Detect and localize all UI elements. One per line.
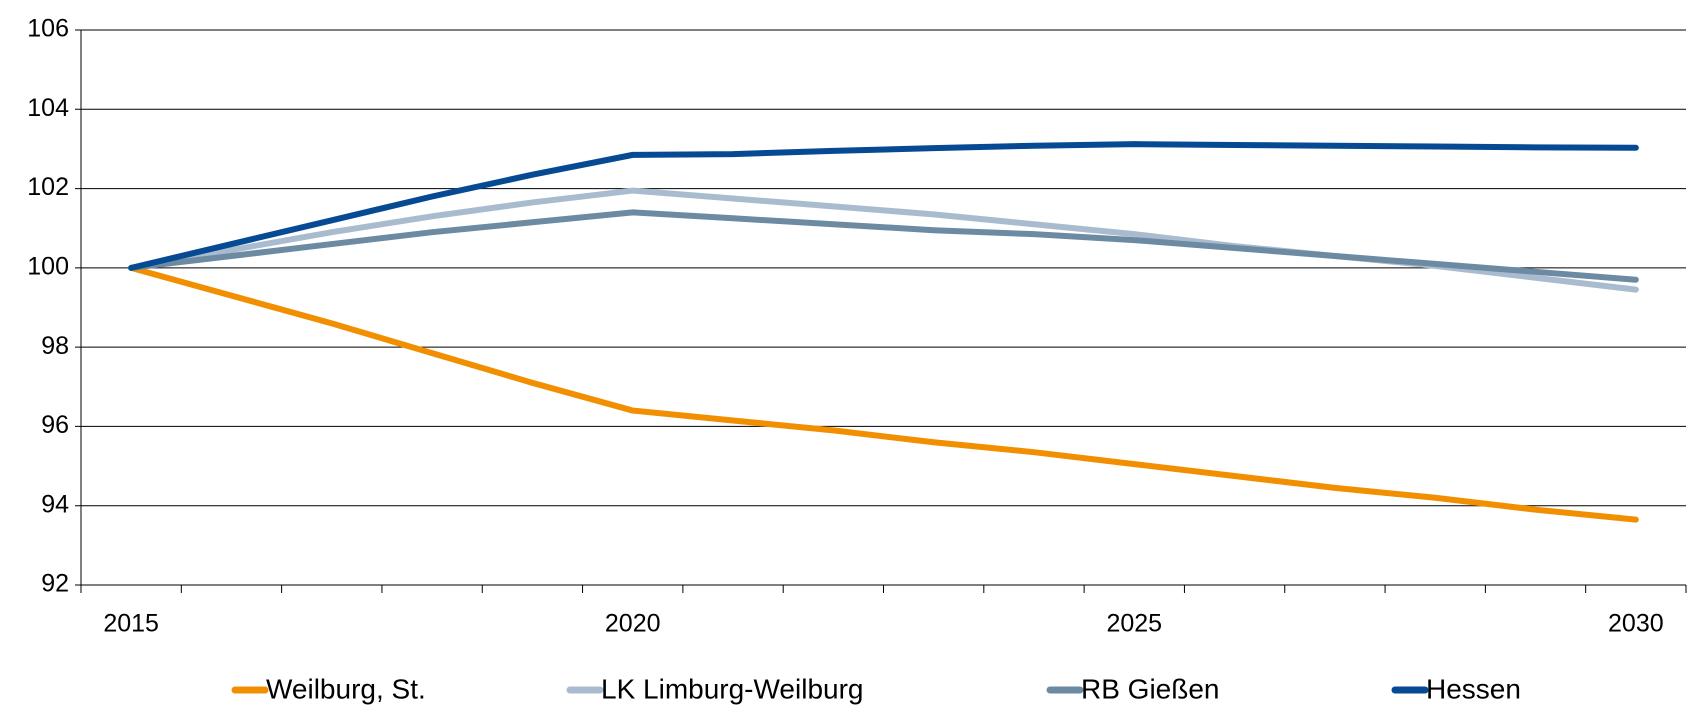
y-tick-label: 100	[27, 252, 69, 280]
series-line	[128, 264, 1639, 523]
legend-label: Hessen	[1426, 673, 1521, 704]
y-tick-label: 94	[41, 490, 69, 518]
x-tick-label: 2025	[1106, 610, 1162, 638]
legend-label: LK Limburg-Weilburg	[601, 673, 864, 704]
y-tick-label: 96	[41, 411, 69, 439]
y-tick-label: 104	[27, 94, 69, 122]
legend-label: RB Gießen	[1081, 673, 1220, 704]
x-tick-label: 2015	[103, 610, 159, 638]
x-tick-label: 2030	[1608, 610, 1664, 638]
legend-label: Weilburg, St.	[266, 673, 426, 704]
y-tick-label: 106	[27, 15, 69, 43]
y-tick-label: 102	[27, 173, 69, 201]
y-tick-label: 98	[41, 332, 69, 360]
y-tick-label: 92	[41, 570, 69, 598]
series-line	[128, 141, 1639, 271]
series-line	[128, 209, 1639, 283]
x-tick-label: 2020	[605, 610, 661, 638]
